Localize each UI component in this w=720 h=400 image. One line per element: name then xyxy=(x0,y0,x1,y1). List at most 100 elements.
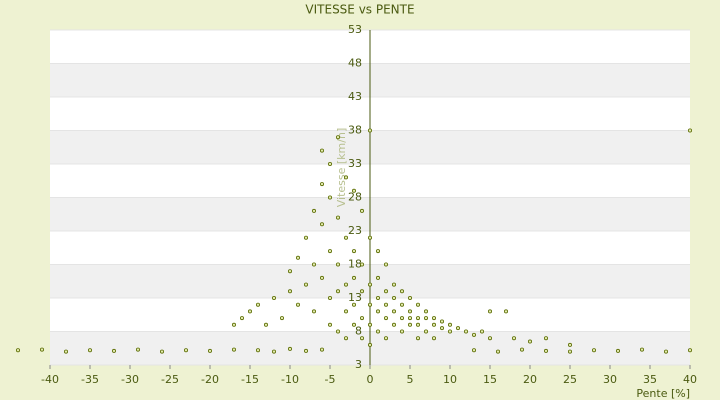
point xyxy=(319,275,324,280)
point xyxy=(335,262,340,267)
point xyxy=(544,336,549,341)
point xyxy=(375,329,380,334)
x-tick-label: -40 xyxy=(41,373,59,386)
point xyxy=(343,175,348,180)
point xyxy=(231,322,236,327)
point xyxy=(447,322,452,327)
point xyxy=(311,208,316,213)
point xyxy=(359,208,364,213)
point xyxy=(520,347,525,352)
point xyxy=(407,295,412,300)
x-tick-label: 10 xyxy=(443,373,457,386)
x-tick-label: 40 xyxy=(683,373,697,386)
point xyxy=(295,302,300,307)
point xyxy=(487,336,492,341)
point xyxy=(423,329,428,334)
point xyxy=(287,289,292,294)
point xyxy=(351,188,356,193)
point xyxy=(343,235,348,240)
point xyxy=(592,348,597,353)
point xyxy=(391,282,396,287)
point xyxy=(112,348,117,353)
point xyxy=(255,302,260,307)
point xyxy=(616,348,621,353)
point xyxy=(391,309,396,314)
point xyxy=(423,316,428,321)
point xyxy=(455,326,460,331)
point xyxy=(399,302,404,307)
point xyxy=(311,262,316,267)
point xyxy=(375,249,380,254)
point xyxy=(88,348,93,353)
point xyxy=(431,322,436,327)
point xyxy=(383,316,388,321)
point xyxy=(664,349,669,354)
point xyxy=(383,262,388,267)
point xyxy=(15,348,20,353)
point xyxy=(407,309,412,314)
point xyxy=(359,262,364,267)
point xyxy=(431,336,436,341)
point xyxy=(303,282,308,287)
point xyxy=(383,336,388,341)
point xyxy=(359,316,364,321)
point xyxy=(431,316,436,321)
point xyxy=(335,135,340,140)
point xyxy=(327,195,332,200)
point xyxy=(343,309,348,314)
point xyxy=(64,349,69,354)
point xyxy=(279,316,284,321)
point xyxy=(367,342,372,347)
x-tick-label: 0 xyxy=(367,373,374,386)
point xyxy=(303,348,308,353)
point xyxy=(439,326,444,331)
point xyxy=(231,347,236,352)
point xyxy=(512,336,517,341)
point xyxy=(287,269,292,274)
point xyxy=(399,289,404,294)
y-tick-label: 18 xyxy=(348,258,362,271)
point xyxy=(327,295,332,300)
y-tick-label: 33 xyxy=(348,157,362,170)
point xyxy=(263,322,268,327)
y-tick-label: 13 xyxy=(348,291,362,304)
point xyxy=(319,182,324,187)
point xyxy=(415,302,420,307)
y-tick-label: 28 xyxy=(348,191,362,204)
point xyxy=(383,302,388,307)
point xyxy=(351,302,356,307)
point xyxy=(568,342,573,347)
point xyxy=(471,332,476,337)
point xyxy=(327,249,332,254)
point xyxy=(239,316,244,321)
point xyxy=(544,348,549,353)
point xyxy=(255,348,260,353)
x-tick-label: -30 xyxy=(121,373,139,386)
point xyxy=(327,322,332,327)
point xyxy=(295,255,300,260)
point xyxy=(271,349,276,354)
point xyxy=(343,336,348,341)
point xyxy=(415,336,420,341)
point xyxy=(367,128,372,133)
x-tick-label: -25 xyxy=(161,373,179,386)
point xyxy=(367,302,372,307)
point xyxy=(487,309,492,314)
point xyxy=(351,322,356,327)
point xyxy=(335,289,340,294)
point xyxy=(319,148,324,153)
x-tick-label: -35 xyxy=(81,373,99,386)
y-tick-label: 53 xyxy=(348,23,362,36)
point xyxy=(447,329,452,334)
point xyxy=(383,289,388,294)
point xyxy=(407,316,412,321)
point xyxy=(528,339,533,344)
point xyxy=(415,322,420,327)
point xyxy=(359,336,364,341)
point xyxy=(375,295,380,300)
point xyxy=(135,347,140,352)
point xyxy=(407,322,412,327)
x-tick-label: -10 xyxy=(281,373,299,386)
point xyxy=(391,322,396,327)
